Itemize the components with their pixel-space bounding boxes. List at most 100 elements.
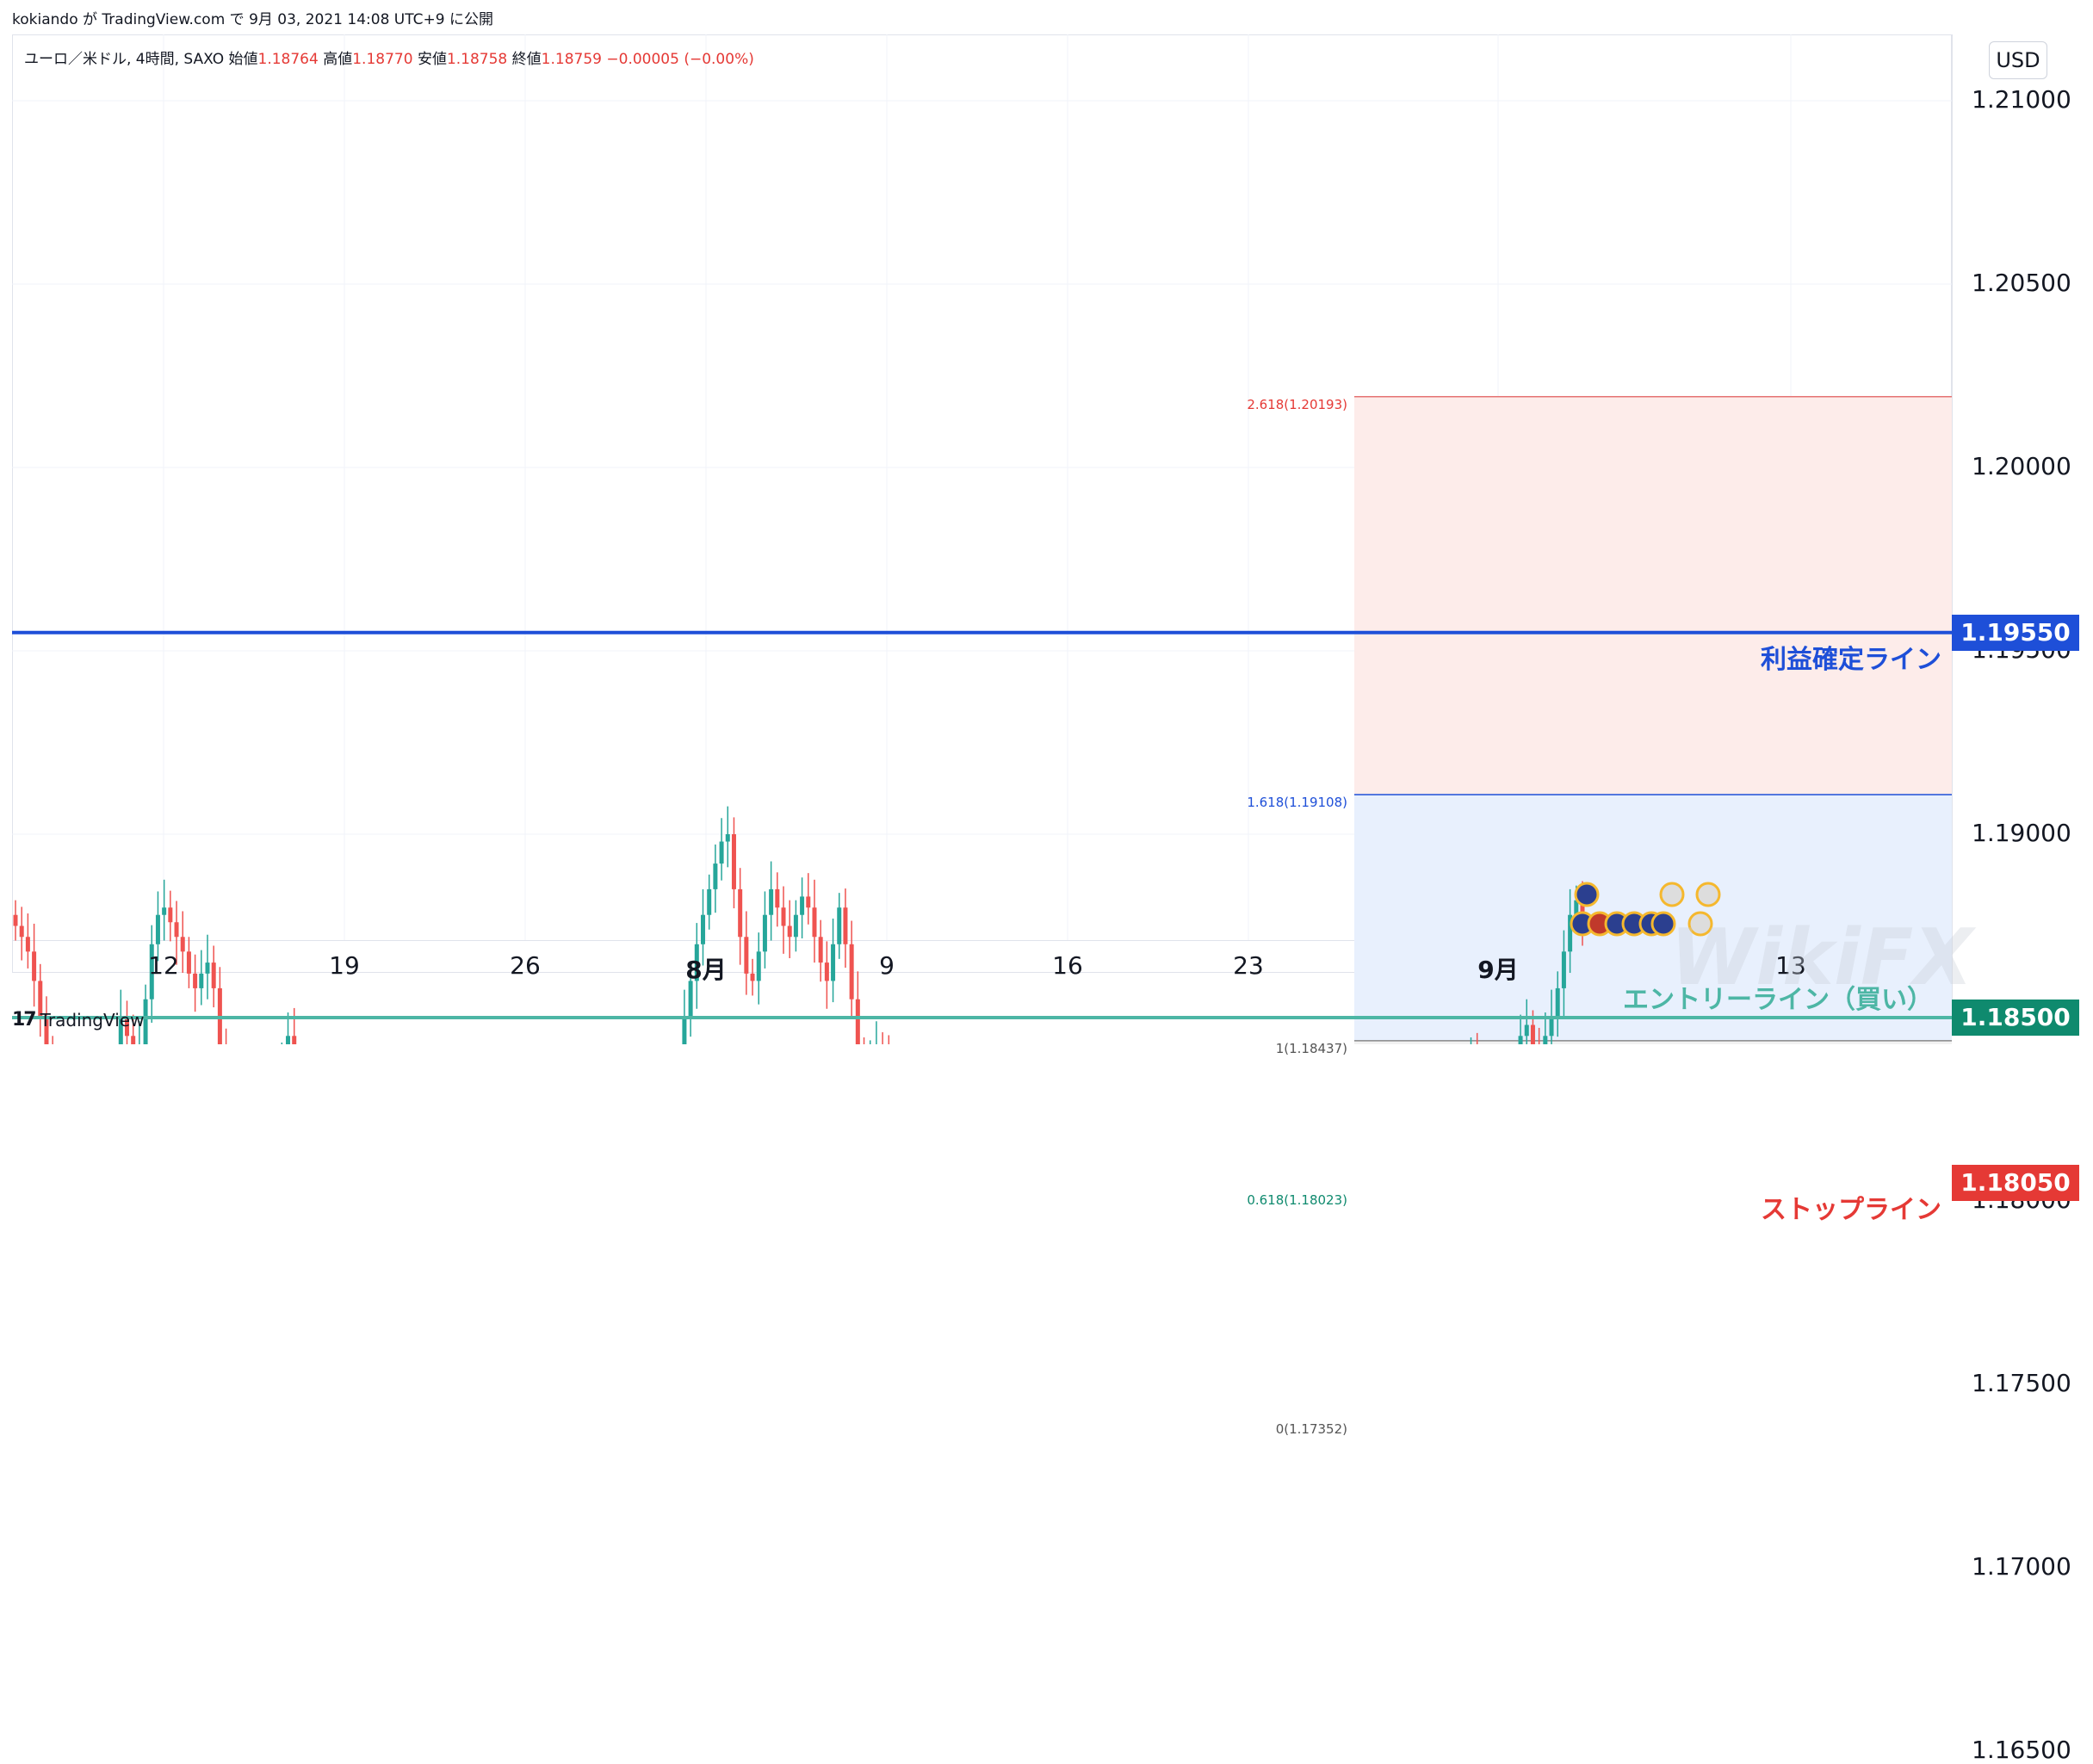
- fib-label-2618: 2.618(1.20193): [1247, 396, 1347, 412]
- candle-body: [700, 914, 705, 944]
- candle-body: [707, 888, 712, 915]
- candle-body: [193, 973, 198, 988]
- candle-body: [818, 937, 823, 963]
- candle-body: [731, 834, 736, 889]
- date-tick-label: 9: [879, 951, 895, 980]
- date-tick-label: 16: [1052, 951, 1083, 980]
- candle-body: [174, 922, 179, 938]
- candle-body: [118, 1018, 123, 1044]
- candle-body: [806, 896, 811, 908]
- low-label: 安値: [417, 51, 447, 68]
- candle-body: [25, 937, 30, 952]
- candle-body: [292, 1036, 297, 1044]
- candle-body: [781, 907, 786, 926]
- candle-body: [19, 925, 24, 938]
- candle-body: [168, 907, 173, 923]
- candle-body: [1561, 951, 1566, 988]
- candle-body: [849, 944, 854, 1000]
- candle-body: [1568, 914, 1573, 952]
- candle-body: [32, 951, 37, 981]
- candle-body: [719, 841, 724, 864]
- fib-label-1: 1(1.18437): [1275, 1040, 1347, 1056]
- candle-body: [837, 907, 842, 944]
- candle-body: [787, 925, 792, 938]
- candle-body: [800, 896, 805, 915]
- fib-zone-top: [1354, 396, 1952, 795]
- candle-body: [143, 999, 148, 1044]
- candle-body: [775, 888, 780, 908]
- date-tick-label: 23: [1233, 951, 1264, 980]
- candle-body: [1524, 1024, 1529, 1037]
- price-tick-label: 1.20000: [1972, 452, 2071, 480]
- candle-body: [205, 962, 210, 974]
- tradingview-name: TradingView: [40, 1009, 145, 1031]
- candle-body: [199, 973, 204, 988]
- candle-body: [1555, 987, 1560, 1018]
- date-tick-label: 9月: [1477, 956, 1519, 984]
- candle-body: [831, 944, 836, 981]
- entry-price-tag: 1.18500: [1952, 1000, 2079, 1036]
- stop-price-tag: 1.18050: [1952, 1164, 2079, 1201]
- date-tick-label: 13: [1775, 951, 1806, 980]
- time-axis-divider: [12, 940, 1952, 941]
- fib-label-1618: 1.618(1.19108): [1247, 794, 1347, 810]
- price-axis-divider: [1952, 34, 1953, 1007]
- candle-body: [1530, 1024, 1535, 1044]
- price-tick-label: 1.21000: [1972, 85, 2071, 114]
- currency-button[interactable]: USD: [1989, 41, 2047, 79]
- candle-body: [762, 914, 767, 952]
- symbol-label[interactable]: ユーロ／米ドル, 4時間, SAXO: [24, 51, 225, 68]
- price-tick-label: 1.17500: [1972, 1369, 2071, 1397]
- candle-body: [756, 951, 761, 981]
- date-tick-label: 19: [329, 951, 360, 980]
- fib-label-0: 0(1.17352): [1275, 1421, 1347, 1438]
- candle-body: [180, 937, 185, 952]
- candle-body: [1574, 900, 1579, 915]
- take-profit-price-tag: 1.19550: [1952, 614, 2079, 651]
- candlestick-chart[interactable]: [0, 0, 2093, 1044]
- candle-body: [38, 981, 43, 1018]
- candle-body: [1580, 900, 1585, 923]
- ohlc-legend: ユーロ／米ドル, 4時間, SAXO 始値1.18764 高値1.18770 安…: [24, 46, 754, 68]
- close-label: 終値: [511, 51, 542, 68]
- close-value: 1.18759: [541, 51, 602, 68]
- candle-body: [186, 951, 191, 974]
- tradingview-brand[interactable]: 17 TradingView: [12, 1009, 144, 1031]
- candle-body: [725, 834, 730, 842]
- candle-body: [682, 1018, 687, 1044]
- price-tick-label: 1.17000: [1972, 1552, 2071, 1581]
- candle-body: [44, 1018, 49, 1044]
- wikifx-watermark: WikiFX: [1670, 913, 1973, 1003]
- candle-body: [843, 907, 848, 944]
- price-tick-label: 1.19000: [1972, 819, 2071, 847]
- candle-body: [13, 914, 18, 926]
- open-value: 1.18764: [257, 51, 319, 68]
- date-tick-label: 8月: [685, 956, 727, 984]
- fib-zone-gray: [1354, 1040, 1952, 1044]
- price-tick-label: 1.16500: [1972, 1736, 2071, 1764]
- candle-body: [769, 888, 774, 915]
- price-tick-label: 1.20500: [1972, 269, 2071, 297]
- publish-info: kokiando が TradingView.com で 9月 03, 2021…: [12, 11, 493, 28]
- candle-body: [855, 999, 860, 1044]
- candle-body: [286, 1036, 291, 1044]
- candle-body: [155, 914, 160, 944]
- tradingview-logo-icon: 17: [12, 1009, 37, 1031]
- take-profit-line-label: 利益確定ライン: [1761, 644, 1941, 675]
- candle-body: [744, 937, 749, 974]
- change-value: −0.00005 (−0.00%): [606, 51, 754, 68]
- candle-body: [162, 907, 167, 915]
- fib-label-0618: 0.618(1.18023): [1247, 1192, 1347, 1209]
- date-tick-label: 26: [510, 951, 541, 980]
- candle-body: [812, 907, 817, 938]
- high-label: 高値: [323, 51, 353, 68]
- high-value: 1.18770: [352, 51, 413, 68]
- candle-body: [131, 1036, 136, 1044]
- candle-body: [124, 1018, 129, 1037]
- candle-body: [149, 944, 154, 1000]
- date-tick-label: 12: [148, 951, 179, 980]
- candle-body: [694, 944, 699, 981]
- candle-body: [738, 888, 743, 938]
- candle-body: [713, 863, 718, 889]
- candle-body: [1549, 1018, 1554, 1037]
